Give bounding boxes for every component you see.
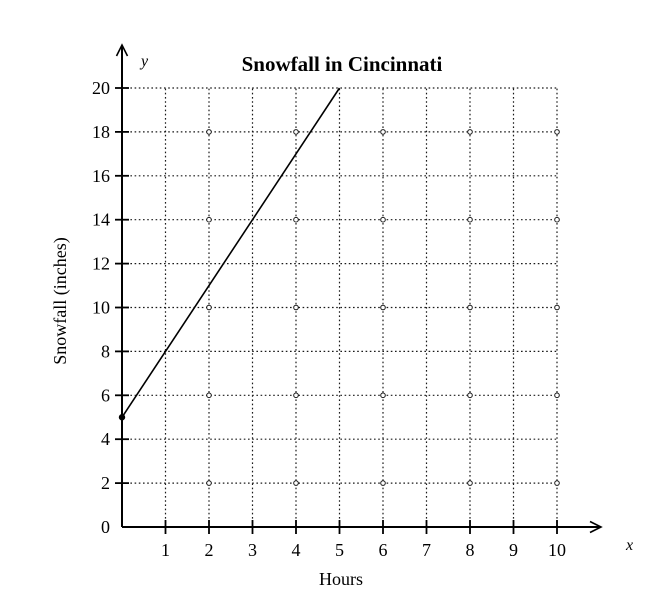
data-line xyxy=(121,87,341,418)
x-tick-label: 9 xyxy=(509,540,518,560)
y-tick-label: 0 xyxy=(101,517,110,537)
x-tick-label: 1 xyxy=(161,540,170,560)
x-tick-label: 7 xyxy=(422,540,431,560)
x-axis-letter: x xyxy=(625,537,633,554)
x-tick-label: 8 xyxy=(466,540,475,560)
grid-intersection-marker xyxy=(554,129,560,135)
y-tick-label: 10 xyxy=(92,298,110,318)
grid-intersection-marker xyxy=(293,392,299,399)
grid-intersection-marker xyxy=(206,129,212,135)
grid-intersection-marker xyxy=(467,480,473,486)
grid-intersection-marker xyxy=(554,480,560,486)
x-axis-arrow-icon xyxy=(589,520,603,534)
grid-intersection-marker xyxy=(293,129,299,135)
y-tick-label: 16 xyxy=(92,166,110,186)
x-tick-label: 3 xyxy=(248,540,257,560)
grid-intersection-marker xyxy=(206,216,212,223)
grid-intersection-marker xyxy=(554,392,560,399)
x-axis-title: Hours xyxy=(319,569,363,589)
y-axis-letter: y xyxy=(139,53,149,70)
grid-intersection-marker xyxy=(380,304,386,311)
y-tick-label: 14 xyxy=(92,210,110,230)
grid-intersection-marker xyxy=(380,129,386,135)
x-tick-label: 10 xyxy=(548,540,566,560)
grid-layer xyxy=(122,87,560,527)
labels-layer: Snowfall in Cincinnati Hours Snowfall (i… xyxy=(50,52,633,589)
grid-intersection-marker xyxy=(293,216,299,223)
x-tick-label: 4 xyxy=(292,540,301,560)
y-tick-label: 12 xyxy=(92,254,110,274)
y-tick-label: 20 xyxy=(92,78,110,98)
grid-intersection-marker xyxy=(467,304,473,311)
y-tick-label: 8 xyxy=(101,341,110,361)
grid-intersection-marker xyxy=(467,129,473,135)
x-tick-label: 6 xyxy=(379,540,388,560)
series-layer xyxy=(118,87,341,421)
grid-intersection-marker xyxy=(293,304,299,311)
grid-intersection-marker xyxy=(554,216,560,223)
line-start-point xyxy=(118,414,126,421)
y-tick-label: 18 xyxy=(92,122,110,142)
grid-intersection-marker xyxy=(206,480,212,486)
y-tick-label: 2 xyxy=(101,473,110,493)
grid-intersection-marker xyxy=(380,480,386,486)
y-tick-label: 4 xyxy=(101,429,110,449)
x-tick-label: 2 xyxy=(205,540,214,560)
grid-intersection-marker xyxy=(206,304,212,311)
grid-intersection-marker xyxy=(467,392,473,399)
grid-intersection-marker xyxy=(380,216,386,223)
chart-title: Snowfall in Cincinnati xyxy=(242,52,443,76)
grid-intersection-marker xyxy=(467,216,473,223)
y-axis-arrow-icon xyxy=(115,43,129,57)
grid-intersection-marker xyxy=(554,304,560,311)
x-tick-label: 5 xyxy=(335,540,344,560)
y-tick-label: 6 xyxy=(101,385,110,405)
grid-intersection-marker xyxy=(206,392,212,399)
y-axis-title: Snowfall (inches) xyxy=(50,237,71,364)
grid-intersection-marker xyxy=(380,392,386,399)
grid-intersection-marker xyxy=(293,480,299,486)
